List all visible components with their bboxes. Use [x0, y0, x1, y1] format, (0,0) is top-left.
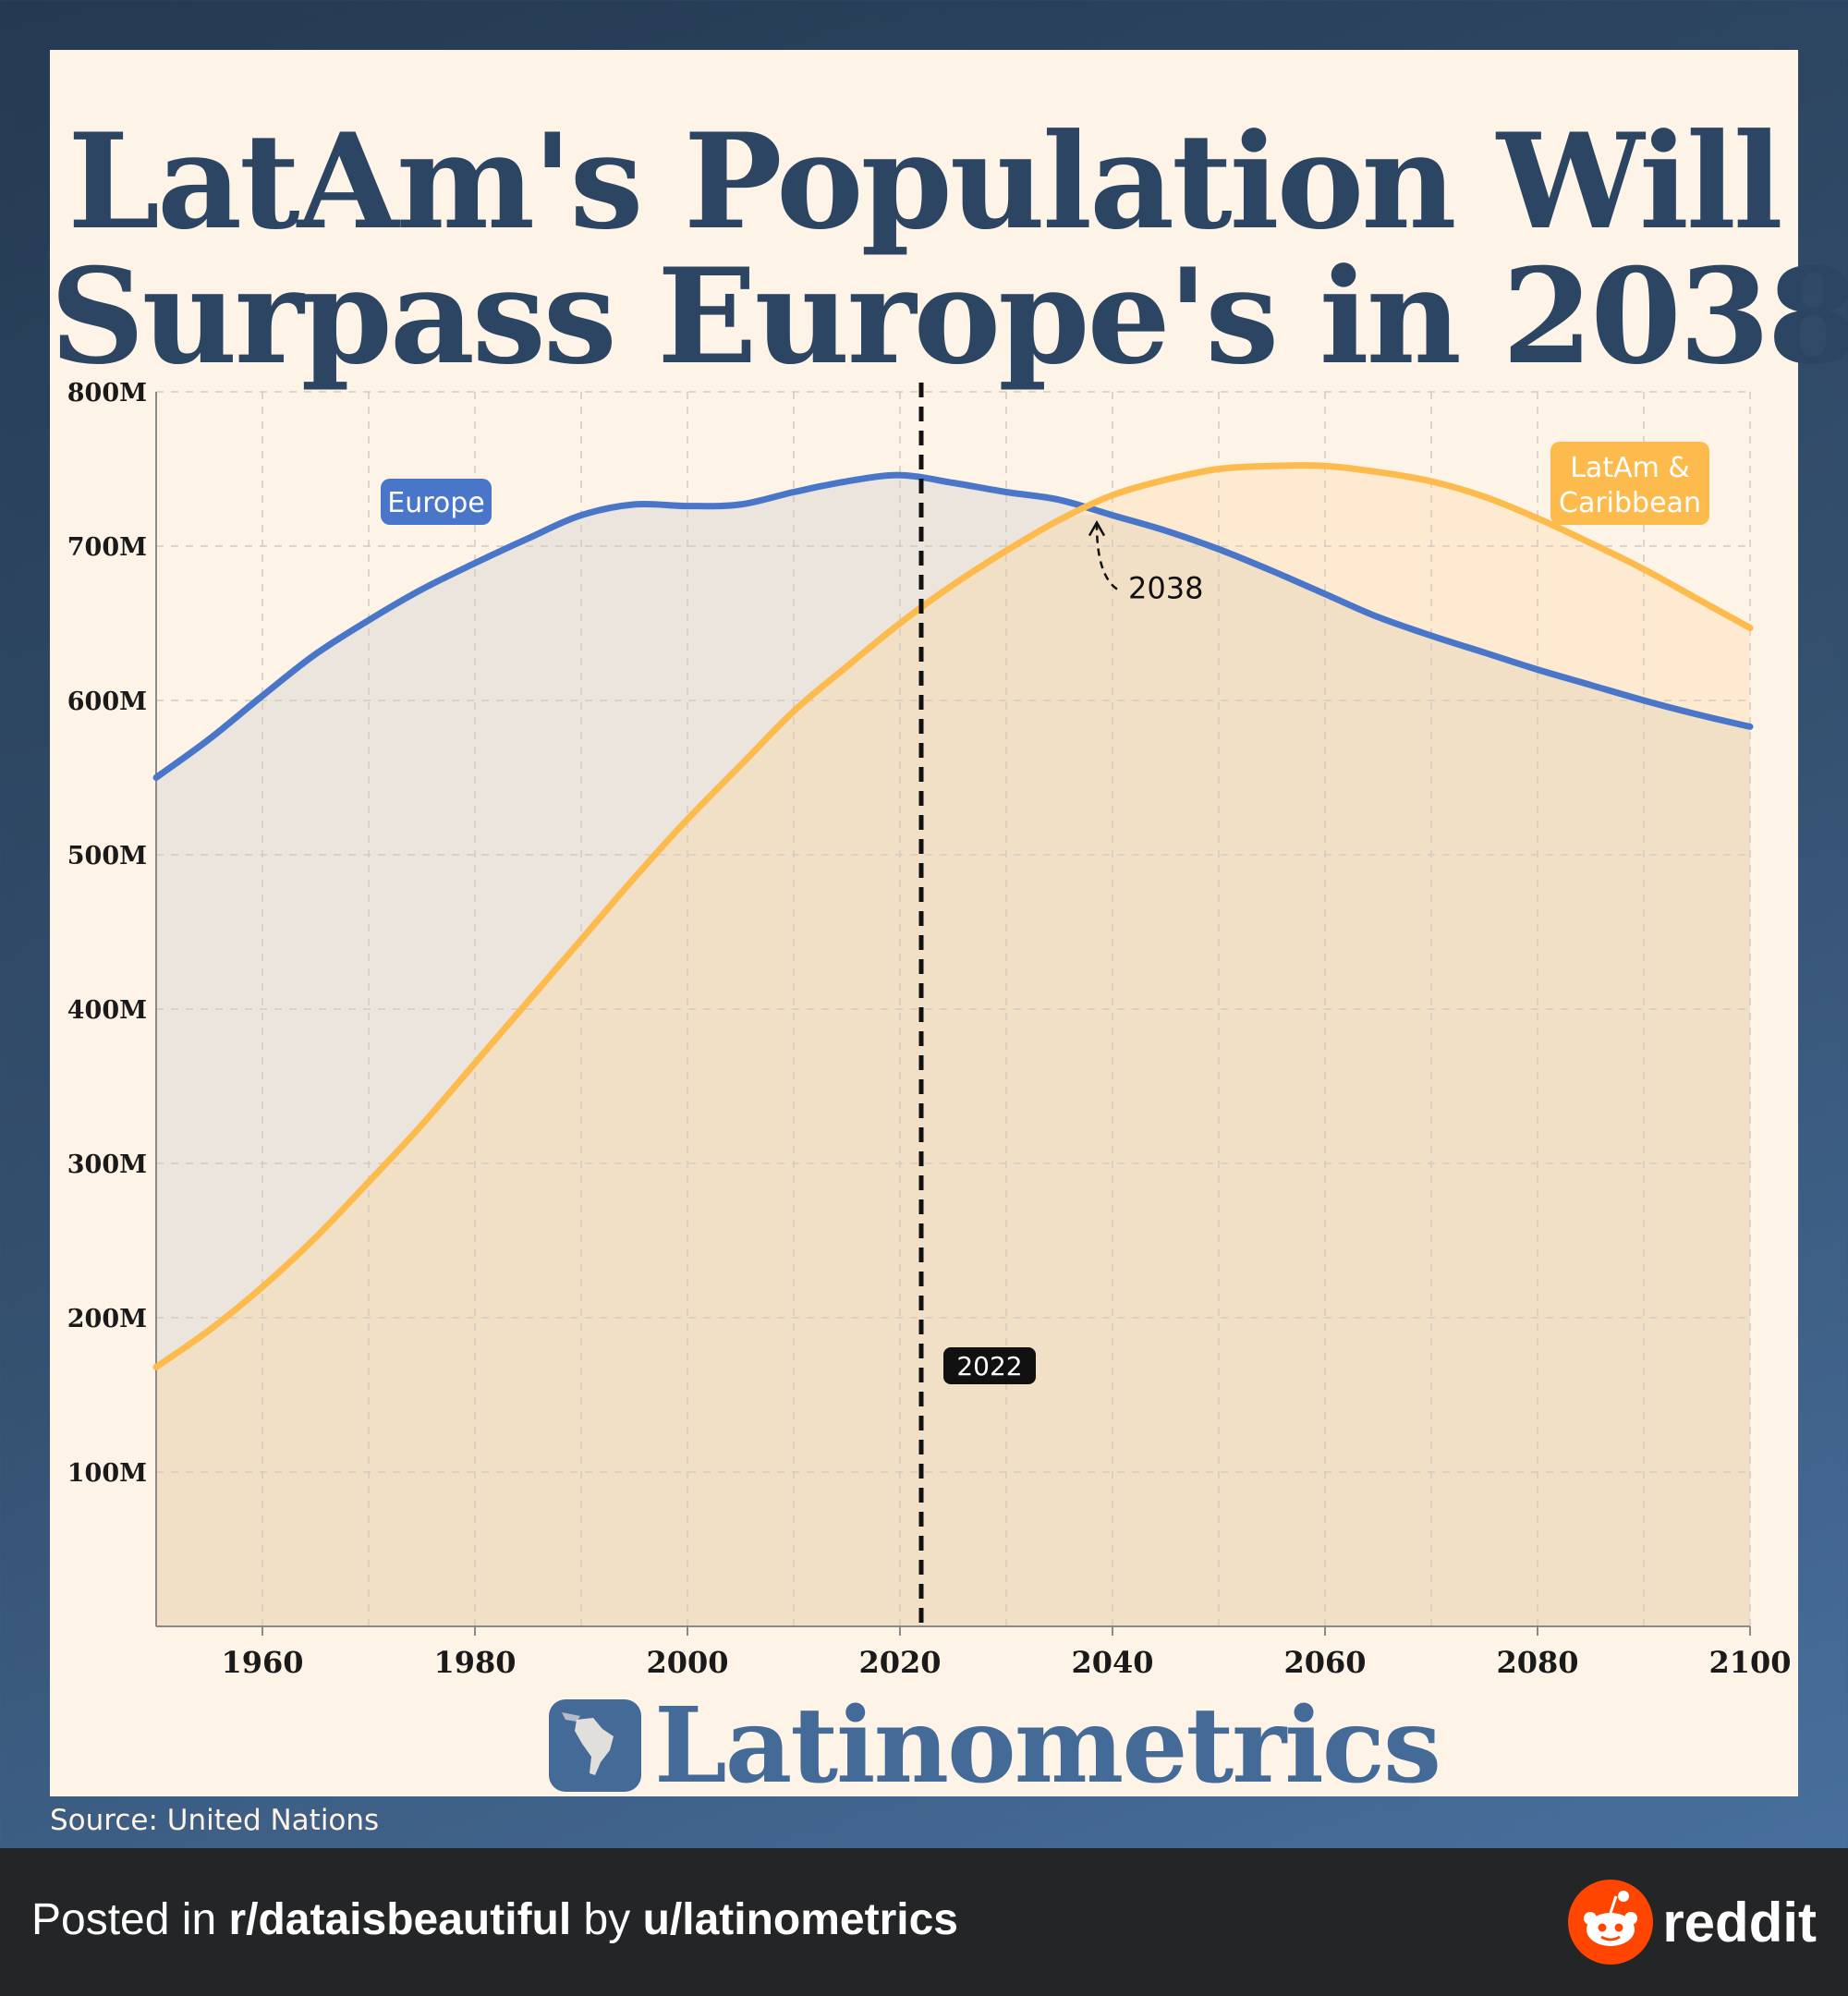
latin-america-map-icon: [549, 1699, 641, 1792]
chart-title: LatAm's Population Will Surpass Europe's…: [50, 105, 1848, 394]
latam-label-badge: [1550, 442, 1709, 525]
reddit-snoo-icon: [1568, 1880, 1654, 1965]
brand-logo: Latinometrics: [549, 1685, 1441, 1807]
europe-label: Europe: [387, 487, 485, 519]
y-tick-label: 400M: [67, 996, 147, 1025]
posted-by: by: [571, 1895, 643, 1944]
y-tick-label: 700M: [67, 533, 147, 562]
x-tick-label: 2060: [1283, 1645, 1366, 1680]
title-line-2: Surpass Europe's in 2038: [50, 240, 1848, 394]
title-line-1: LatAm's Population Will: [67, 105, 1783, 259]
europe-line: [152, 471, 1754, 781]
europe-label-badge: [381, 479, 492, 525]
posted-prefix: Posted in: [31, 1895, 229, 1944]
crossover-arrow: [1095, 524, 1118, 590]
latam-label-line2: Caribbean: [1559, 487, 1701, 519]
x-tick-label: 2080: [1496, 1645, 1578, 1680]
y-tick-label: 800M: [67, 379, 147, 408]
population-chart: 1960 1980 2000 2020 2040 2060 2080 2100 100M 200M…: [67, 379, 1792, 1680]
x-tick-label: 1960: [221, 1645, 303, 1680]
reddit-footer: Posted in r/dataisbeautiful by u/latinom…: [0, 1848, 1848, 1996]
overlap-area: [156, 514, 1750, 1626]
subreddit-link[interactable]: r/dataisbeautiful: [228, 1895, 572, 1944]
latam-label-line1: LatAm &: [1570, 452, 1690, 484]
y-tick-label: 600M: [67, 688, 147, 716]
reddit-brand[interactable]: reddit: [1568, 1880, 1817, 1965]
latam-line: [152, 462, 1754, 1370]
y-tick-label: 500M: [67, 842, 147, 870]
year-2022-label: 2022: [956, 1351, 1022, 1381]
user-link[interactable]: u/latinometrics: [642, 1895, 958, 1944]
crossover-label: 2038: [1128, 571, 1203, 606]
year-2022-badge: [943, 1347, 1036, 1384]
x-tick-label: 2000: [646, 1645, 728, 1680]
x-tick-label: 1980: [433, 1645, 516, 1680]
brand-name: Latinometrics: [654, 1685, 1441, 1807]
x-tick-label: 2100: [1708, 1645, 1791, 1680]
crossover-arrowhead: [1088, 520, 1106, 537]
chart-card: LatAm's Population Will Surpass Europe's…: [50, 50, 1848, 1807]
y-tick-label: 200M: [67, 1305, 147, 1333]
reddit-wordmark: reddit: [1662, 1891, 1817, 1953]
source-note: Source: United Nations: [50, 1804, 380, 1837]
y-tick-label: 100M: [67, 1459, 147, 1488]
y-tick-label: 300M: [67, 1150, 147, 1179]
posted-in-line: Posted in r/dataisbeautiful by u/latinom…: [31, 1894, 958, 1945]
x-tick-label: 2040: [1071, 1645, 1153, 1680]
x-tick-label: 2020: [858, 1645, 941, 1680]
